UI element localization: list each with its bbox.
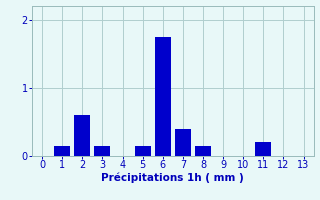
Bar [195, 146, 211, 156]
Bar [255, 142, 271, 156]
Bar [74, 115, 90, 156]
Bar [135, 146, 151, 156]
Bar [54, 146, 70, 156]
Bar [175, 129, 191, 156]
Bar [155, 37, 171, 156]
X-axis label: Précipitations 1h ( mm ): Précipitations 1h ( mm ) [101, 173, 244, 183]
Bar [94, 146, 110, 156]
